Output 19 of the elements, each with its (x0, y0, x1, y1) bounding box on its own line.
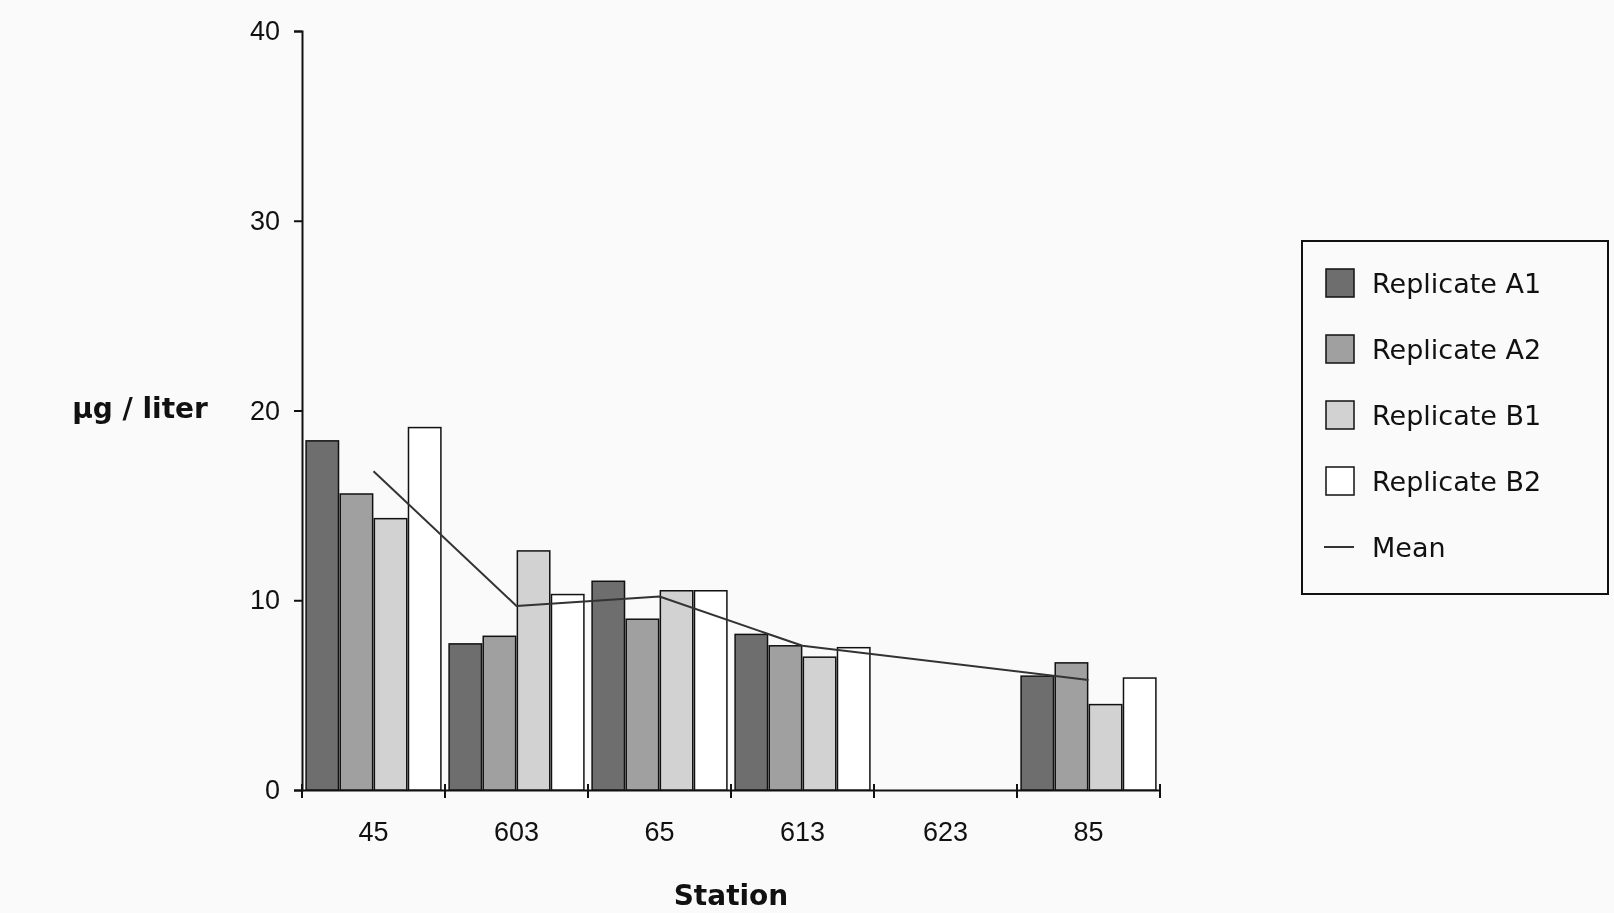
y-axis-title: µg / liter (72, 392, 209, 425)
legend-label: Replicate B2 (1372, 466, 1542, 497)
legend-label: Replicate A1 (1372, 268, 1542, 299)
y-tick-label: 10 (249, 585, 280, 616)
line-series (372, 470, 1090, 681)
x-tick-label: 45 (358, 817, 389, 848)
y-tick-label: 40 (249, 16, 280, 47)
x-tick-label: 85 (1073, 817, 1104, 848)
x-tick-label: 613 (779, 817, 826, 848)
legend-label: Replicate B1 (1372, 400, 1542, 431)
x-tick-label: 623 (922, 817, 969, 848)
y-tick-label: 0 (264, 775, 280, 806)
y-tick-label: 30 (249, 205, 280, 236)
x-tick-label: 65 (644, 817, 675, 848)
x-axis-title: Station (673, 879, 789, 912)
legend-label: Mean (1372, 532, 1446, 563)
y-tick-label: 20 (249, 395, 280, 426)
legend-label: Replicate A2 (1372, 334, 1542, 365)
x-tick-label: 603 (493, 817, 540, 848)
